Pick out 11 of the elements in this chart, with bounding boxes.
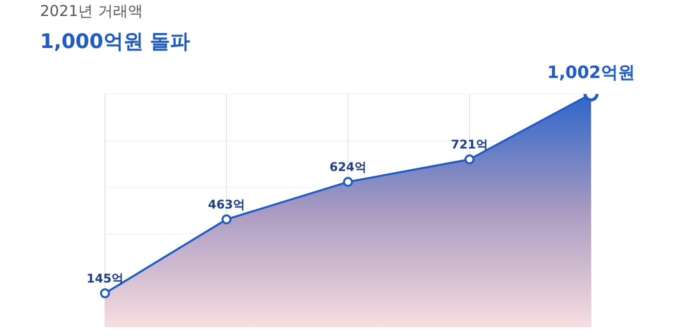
chart-title: 2021년 거래액: [40, 2, 143, 21]
data-label: 1,002억원: [547, 62, 635, 83]
data-label: 145억: [86, 271, 124, 286]
point: [343, 176, 353, 187]
point: [464, 154, 474, 164]
point: [100, 288, 110, 298]
point: [222, 214, 232, 224]
data-label: 721억: [450, 137, 488, 152]
chart-subtitle: 1,000억원 돌파: [40, 28, 190, 55]
data-label: 463억: [208, 197, 246, 212]
data-label: 624억: [329, 160, 367, 174]
